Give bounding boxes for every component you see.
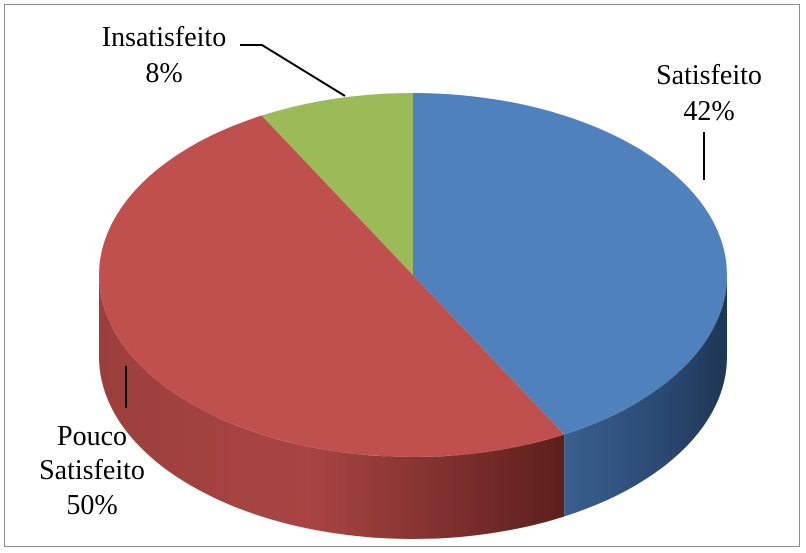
- slice-side-satisfeito: [564, 275, 727, 517]
- label-insatisfeito-pct: 8%: [145, 58, 182, 89]
- label-pouco-line1: Pouco: [57, 421, 127, 452]
- data-labels: Insatisfeito 8% Satisfeito 42% Pouco Sat…: [39, 22, 762, 521]
- slice-satisfeito: [413, 93, 728, 435]
- slice-insatisfeito: [261, 93, 413, 275]
- label-satisfeito-pct: 42%: [683, 96, 734, 127]
- leader-line-insatisfeito: [240, 44, 346, 97]
- pie-sides: [99, 275, 727, 540]
- label-insatisfeito-name: Insatisfeito: [102, 22, 226, 53]
- slice-pouco-satisfeito: [98, 115, 565, 458]
- label-satisfeito-name: Satisfeito: [656, 60, 762, 91]
- label-pouco-pct: 50%: [66, 490, 117, 521]
- slice-side-pouco-satisfeito: [99, 275, 565, 540]
- label-pouco-line2: Satisfeito: [39, 455, 145, 486]
- pie-tops: [98, 93, 728, 458]
- leader-lines: [125, 44, 705, 408]
